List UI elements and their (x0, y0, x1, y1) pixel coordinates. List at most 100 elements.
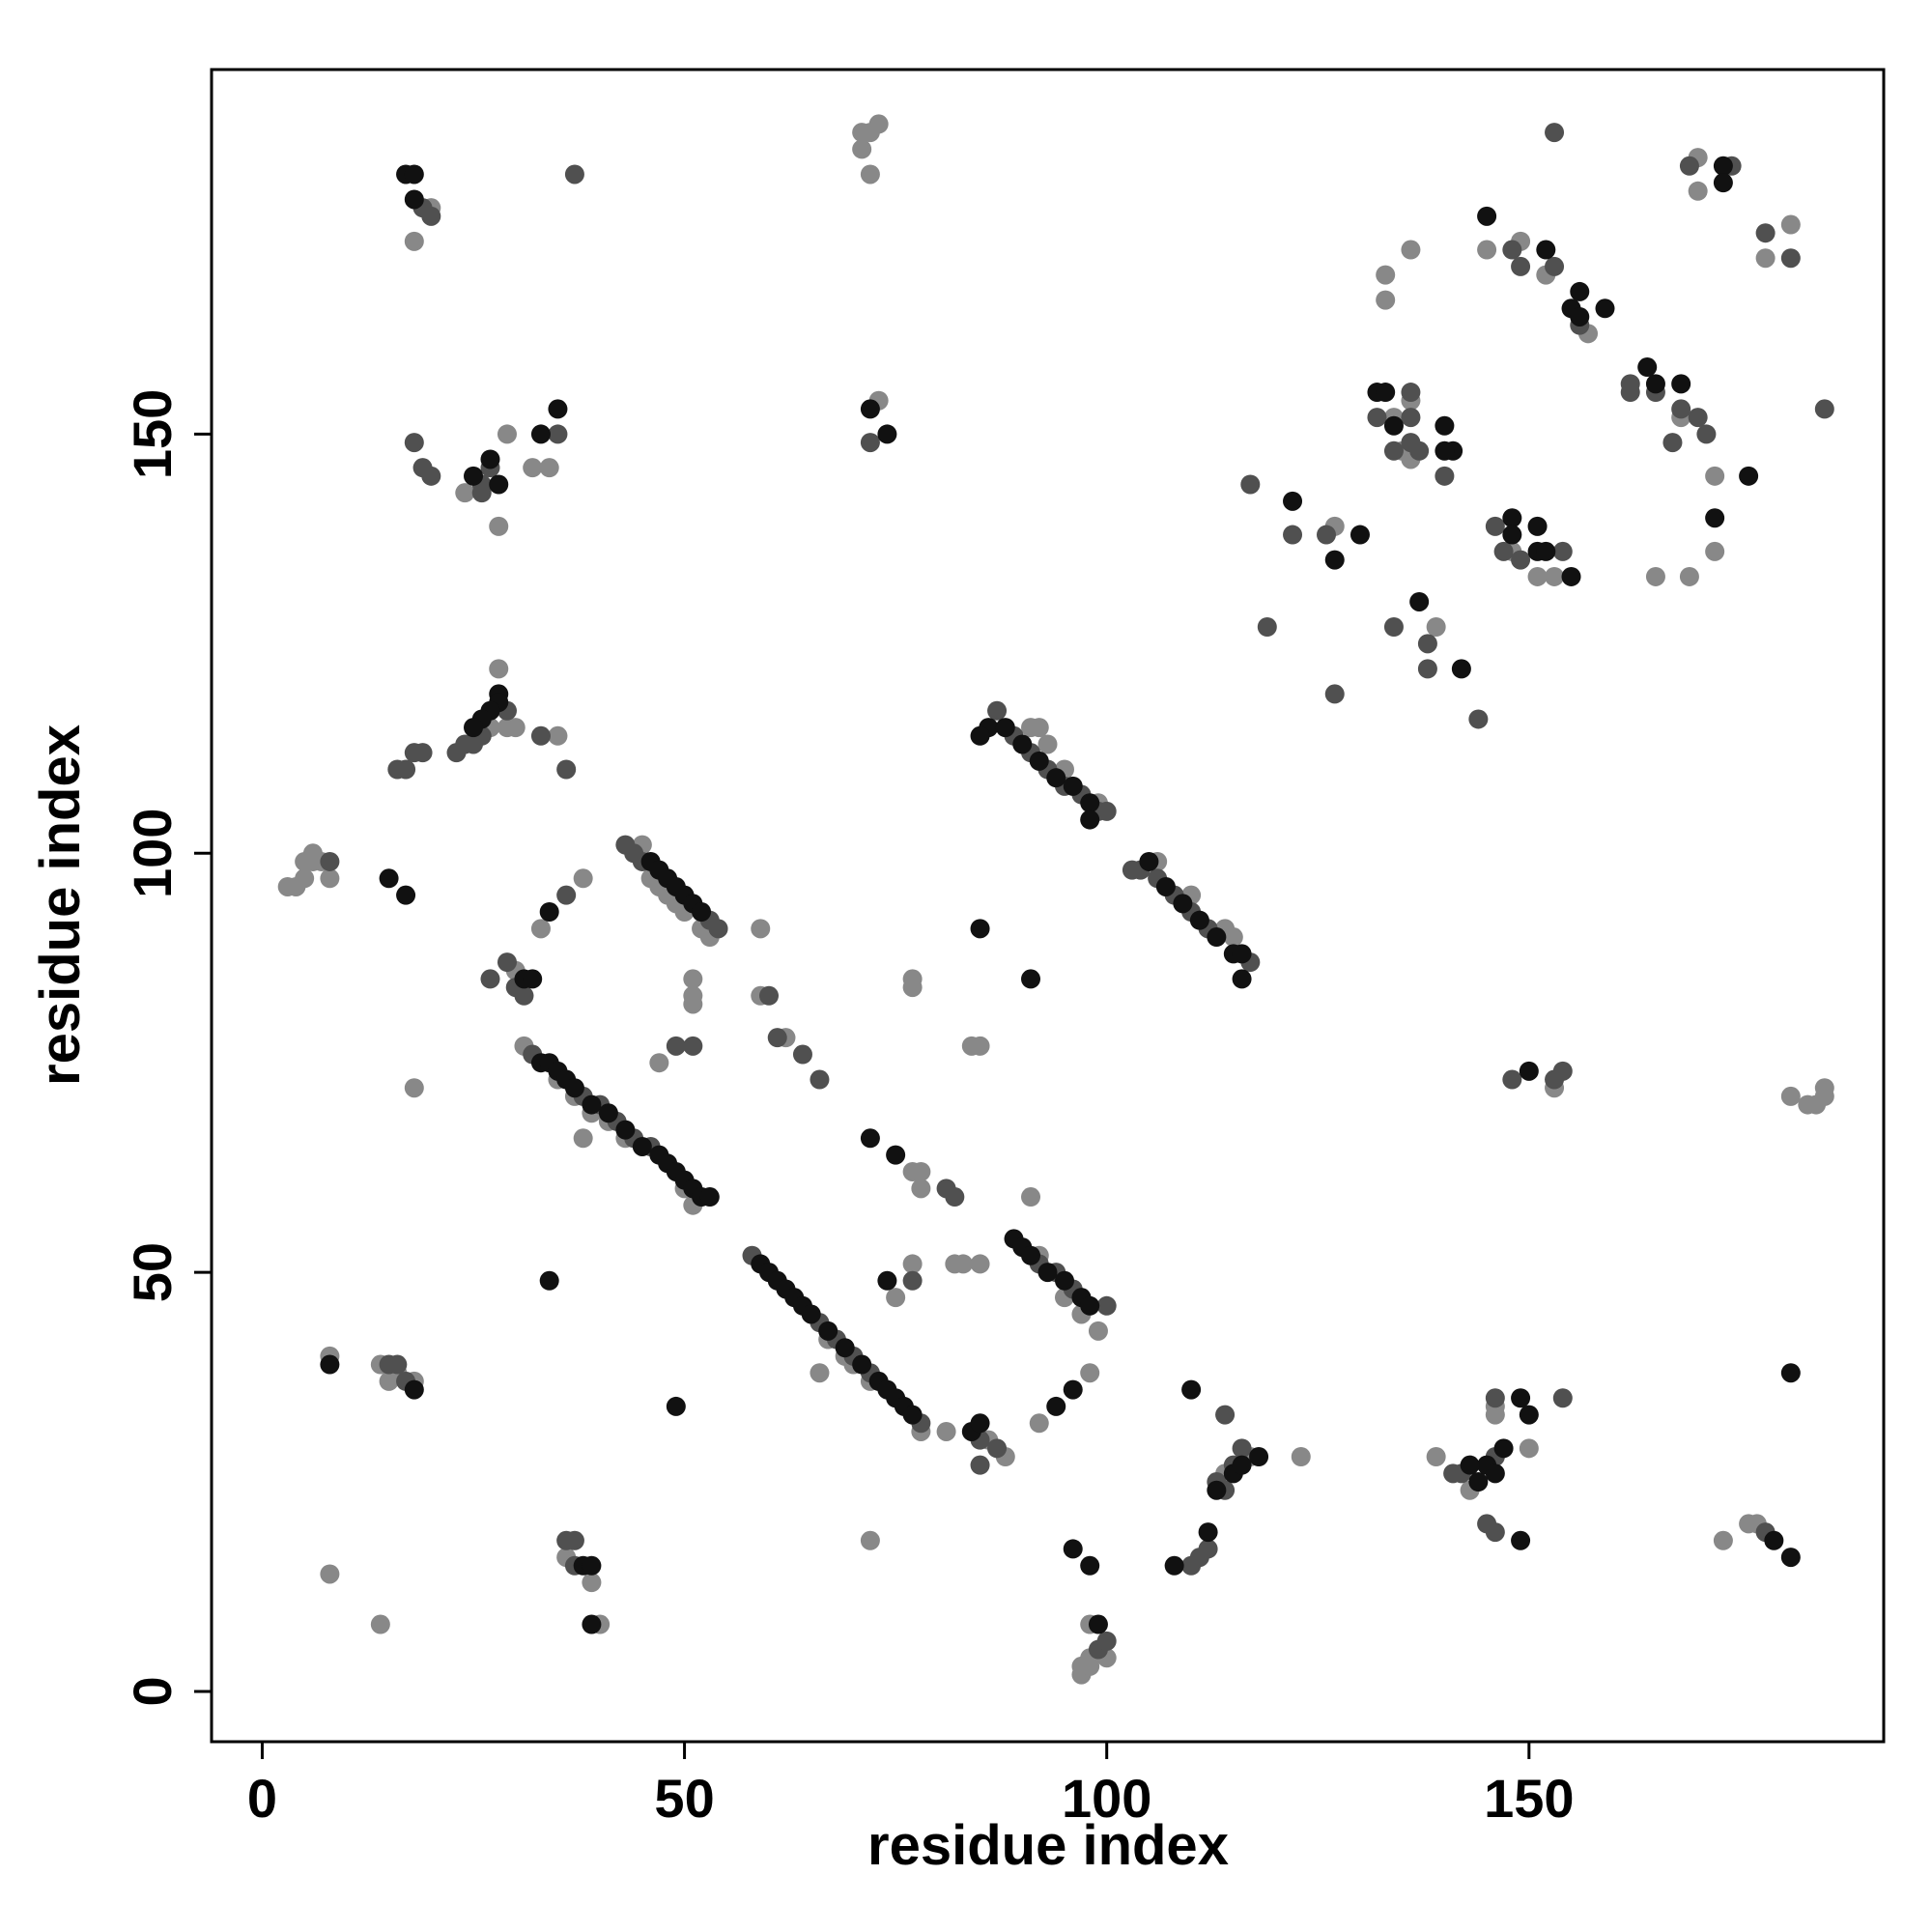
point (1688, 181, 1708, 201)
point (539, 902, 559, 923)
point (1435, 440, 1455, 461)
point (379, 868, 399, 889)
point (1054, 1270, 1074, 1291)
point (860, 1530, 880, 1550)
point (1223, 927, 1243, 948)
point (911, 1161, 931, 1181)
point (792, 1044, 812, 1065)
point (489, 659, 509, 679)
point (1063, 1539, 1083, 1559)
point (1080, 810, 1100, 830)
point (1012, 734, 1033, 754)
point (1155, 876, 1176, 896)
point (1080, 1363, 1100, 1383)
point (1570, 306, 1590, 327)
point (1207, 1480, 1227, 1500)
point (1502, 1069, 1522, 1090)
point (810, 1363, 830, 1383)
point (1595, 298, 1615, 319)
point (379, 1371, 399, 1391)
point (582, 1573, 602, 1593)
point (1037, 734, 1058, 754)
point (1029, 1413, 1049, 1434)
point (801, 1304, 821, 1324)
point (564, 1530, 584, 1550)
point (902, 1254, 923, 1274)
plot-frame (210, 68, 1886, 1744)
point (1519, 1438, 1539, 1459)
point (835, 1338, 855, 1358)
point (1705, 508, 1725, 528)
point (1527, 516, 1548, 536)
point (1502, 508, 1522, 528)
point (1485, 1522, 1505, 1543)
point (1139, 851, 1159, 871)
point (1637, 357, 1658, 378)
point (489, 516, 509, 536)
point (1713, 1530, 1733, 1550)
point (1545, 256, 1565, 276)
point (1096, 801, 1117, 821)
point (970, 1455, 990, 1475)
point (1080, 1295, 1100, 1316)
point (683, 1036, 703, 1056)
point (683, 969, 703, 989)
point (404, 433, 424, 453)
point (902, 1405, 923, 1425)
point (1257, 617, 1277, 637)
point (1552, 541, 1573, 561)
point (489, 474, 509, 495)
point (615, 1120, 636, 1140)
point (860, 399, 880, 419)
point (1173, 894, 1193, 914)
point (1376, 290, 1396, 310)
point (1679, 566, 1699, 586)
point (1198, 1522, 1218, 1543)
point (1037, 1263, 1058, 1283)
point (1527, 566, 1548, 586)
point (751, 919, 771, 939)
point (852, 1354, 872, 1375)
point (886, 1145, 906, 1165)
point (1401, 383, 1421, 403)
point (1477, 240, 1497, 260)
point (1029, 718, 1049, 738)
point (818, 1321, 838, 1341)
point (708, 919, 728, 939)
point (1021, 969, 1041, 989)
point (1376, 265, 1396, 285)
point (464, 466, 484, 486)
point (396, 759, 416, 780)
point (1713, 156, 1733, 176)
point (523, 969, 543, 989)
point (1511, 550, 1531, 570)
point (1409, 440, 1430, 461)
point (1511, 1388, 1531, 1408)
point (396, 885, 416, 905)
point (1046, 1396, 1066, 1416)
point (404, 231, 424, 251)
point (320, 851, 340, 871)
point (1485, 1388, 1505, 1408)
point (464, 718, 484, 738)
point (480, 969, 500, 989)
point (995, 718, 1015, 738)
point (810, 1069, 830, 1090)
point (1545, 123, 1565, 143)
point (548, 399, 568, 419)
point (666, 1036, 686, 1056)
point (1409, 591, 1430, 611)
point (523, 458, 543, 478)
point (970, 1036, 990, 1056)
point (320, 868, 340, 889)
y-axis-label: residue index (29, 724, 92, 1086)
point (1713, 173, 1733, 193)
point (1046, 768, 1066, 788)
point (1570, 281, 1590, 301)
point (1780, 248, 1801, 269)
point (1755, 248, 1776, 269)
point (1283, 525, 1303, 545)
point (548, 725, 568, 746)
point (1780, 1363, 1801, 1383)
point (1291, 1446, 1311, 1466)
